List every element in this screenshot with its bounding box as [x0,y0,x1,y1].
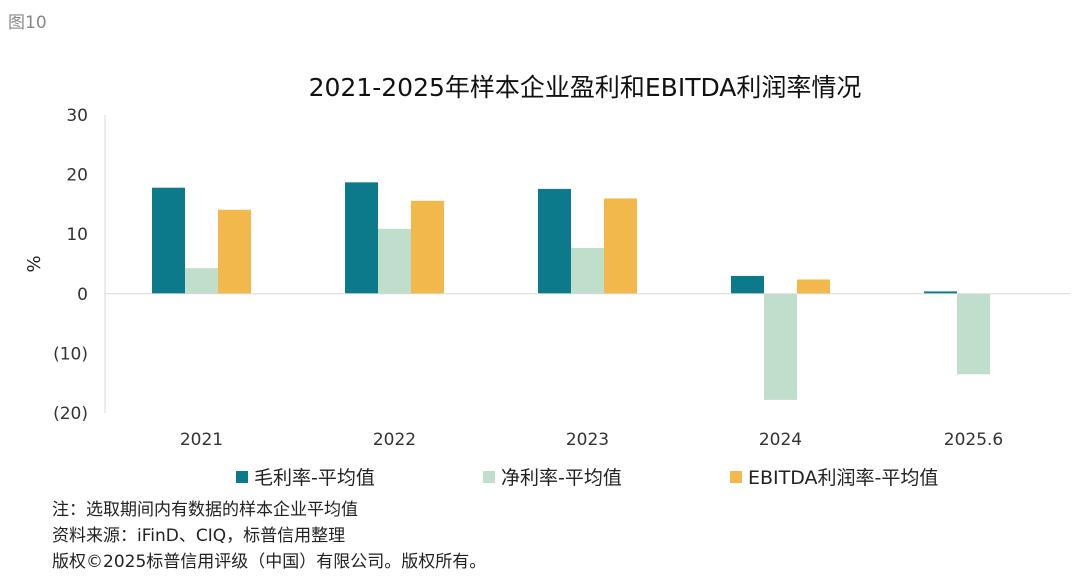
bar-ebitda-margin-2024 [797,279,830,294]
bar-ebitda-margin-2021 [218,209,251,294]
note-source: 资料来源：iFinD、CIQ，标普信用整理 [52,526,346,546]
bar-net-margin-2024 [764,293,797,400]
bar-gross-margin-2025.6 [924,291,957,294]
bar-gross-margin-2022 [345,182,378,294]
bar-net-margin-2023 [571,247,604,294]
legend-label-net-margin: 净利率-平均值 [501,467,622,489]
legend-swatch-gross-margin [236,470,248,483]
legend-item-gross-margin: 毛利率-平均值 [236,463,375,490]
y-tick-label: (10) [53,344,88,364]
y-tick-label: (20) [53,404,88,424]
y-tick-label: 10 [66,225,88,245]
y-tick-label: 30 [66,106,88,126]
chart-title: 2021-2025年样本企业盈利和EBITDA利润率情况 [308,73,862,102]
legend: 毛利率-平均值 净利率-平均值 EBITDA利润率-平均值 [0,463,1080,489]
legend-label-gross-margin: 毛利率-平均值 [254,467,375,489]
bar-net-margin-2022 [378,228,411,294]
bar-ebitda-margin-2023 [604,198,637,294]
bar-gross-margin-2024 [731,275,764,294]
note-copyright: 版权©2025标普信用评级（中国）有限公司。版权所有。 [52,552,487,572]
x-tick-label: 2022 [373,430,416,450]
bar-gross-margin-2023 [538,188,571,294]
y-tick-label: 0 [77,285,88,305]
y-tick-label: 20 [66,166,88,186]
bar-net-margin-2021 [185,268,218,294]
y-axis-label: % [24,255,45,272]
x-tick-label: 2023 [566,430,609,450]
notes: 注：选取期间内有数据的样本企业平均值 资料来源：iFinD、CIQ，标普信用整理… [52,497,486,575]
bar-ebitda-margin-2022 [411,200,444,294]
legend-item-net-margin: 净利率-平均值 [483,463,622,490]
bar-net-margin-2025.6 [957,293,990,375]
x-tick-label: 2025.6 [944,430,1003,450]
x-tick-label: 2024 [759,430,802,450]
legend-swatch-ebitda-margin [730,470,742,483]
legend-item-ebitda-margin: EBITDA利润率-平均值 [730,463,938,490]
legend-swatch-net-margin [483,470,495,483]
note-selection: 注：选取期间内有数据的样本企业平均值 [52,500,358,520]
legend-label-ebitda-margin: EBITDA利润率-平均值 [748,467,939,489]
x-tick-label: 2021 [180,430,223,450]
bar-chart: 30 20 10 0 (10) (20)% 2021 2022 2023 2024 2025.6 [24,106,1070,450]
bar-gross-margin-2021 [152,187,185,294]
figure-label: 图10 [8,13,47,33]
